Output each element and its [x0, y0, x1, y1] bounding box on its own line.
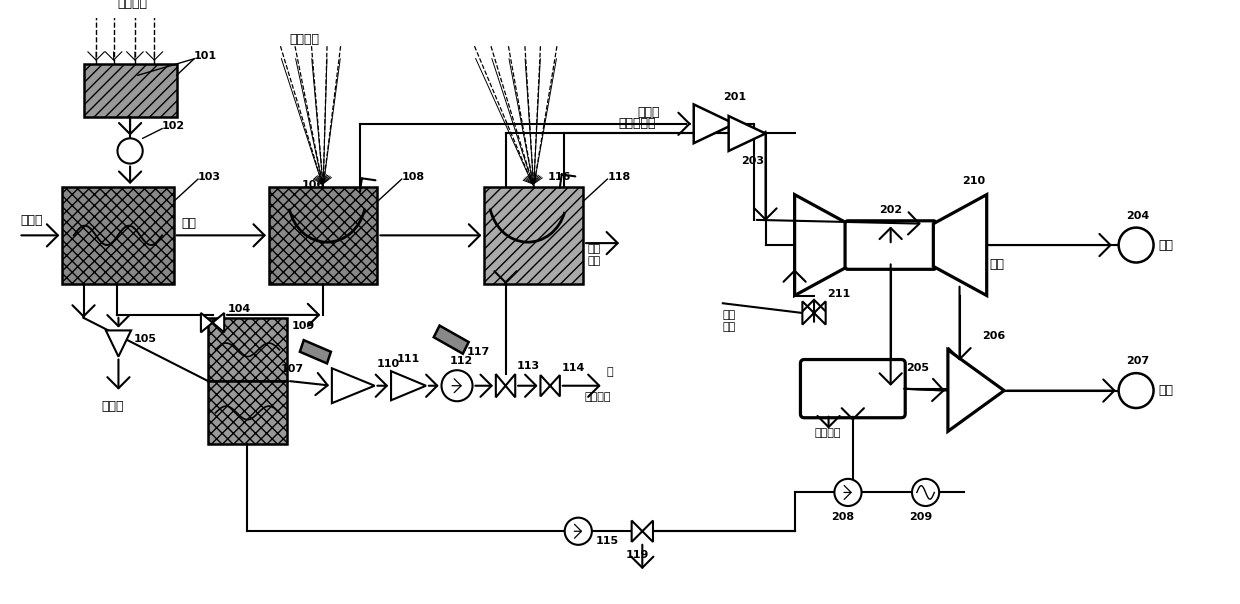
- Polygon shape: [631, 521, 653, 542]
- Polygon shape: [300, 340, 331, 364]
- Text: 111: 111: [397, 353, 420, 364]
- Bar: [62, 187, 174, 284]
- Text: 211: 211: [827, 289, 851, 298]
- Polygon shape: [802, 301, 826, 324]
- Text: 105: 105: [134, 334, 157, 344]
- Text: 201: 201: [723, 92, 746, 101]
- Bar: [208, 381, 288, 444]
- Text: 206: 206: [982, 331, 1006, 341]
- Text: 109: 109: [293, 321, 315, 330]
- Text: 210: 210: [962, 176, 986, 186]
- Text: 116: 116: [547, 172, 570, 182]
- Polygon shape: [541, 375, 559, 396]
- Polygon shape: [332, 368, 374, 403]
- Text: 104: 104: [228, 304, 252, 314]
- Polygon shape: [729, 116, 765, 151]
- Text: 207: 207: [1126, 356, 1149, 367]
- Bar: [208, 318, 288, 381]
- Text: 204: 204: [1126, 211, 1149, 221]
- Bar: [484, 187, 583, 284]
- Text: 热解气管道: 热解气管道: [618, 117, 656, 130]
- Text: 电能: 电能: [1158, 384, 1173, 397]
- Polygon shape: [496, 374, 516, 397]
- Polygon shape: [434, 326, 469, 354]
- Text: 103: 103: [198, 172, 221, 182]
- Polygon shape: [795, 194, 848, 295]
- Text: 烟气: 烟气: [990, 258, 1004, 271]
- Circle shape: [1118, 373, 1153, 408]
- Bar: [84, 63, 176, 117]
- Polygon shape: [391, 371, 427, 400]
- Text: 112: 112: [449, 356, 472, 367]
- Text: 电能: 电能: [1158, 239, 1173, 251]
- Circle shape: [835, 479, 862, 506]
- Text: 205: 205: [906, 363, 929, 373]
- Bar: [269, 187, 377, 284]
- Text: 110: 110: [377, 359, 399, 370]
- Text: 119: 119: [626, 550, 650, 561]
- Circle shape: [118, 138, 143, 164]
- Text: 117: 117: [466, 347, 490, 357]
- Polygon shape: [947, 350, 1004, 431]
- Circle shape: [911, 479, 939, 506]
- Text: 107: 107: [280, 364, 304, 374]
- Text: 202: 202: [879, 205, 903, 215]
- Text: 半焦: 半焦: [181, 217, 196, 230]
- Text: 203: 203: [742, 156, 764, 165]
- Circle shape: [441, 370, 472, 401]
- Text: 113: 113: [517, 361, 541, 371]
- Text: 208: 208: [832, 512, 854, 522]
- Text: 空气
管道: 空气 管道: [723, 310, 737, 332]
- Text: 合成气: 合成气: [637, 106, 660, 118]
- FancyBboxPatch shape: [846, 221, 936, 269]
- Text: 101: 101: [195, 51, 217, 61]
- Text: 102: 102: [162, 121, 185, 130]
- Circle shape: [564, 518, 591, 545]
- Text: 108: 108: [402, 172, 425, 182]
- Polygon shape: [201, 313, 224, 332]
- Text: 排灰
管道: 排灰 管道: [588, 244, 601, 266]
- Text: 排烟管道: 排烟管道: [813, 428, 841, 439]
- FancyBboxPatch shape: [801, 359, 905, 418]
- Text: 太阳光照: 太阳光照: [117, 0, 148, 10]
- Text: 115: 115: [595, 536, 619, 546]
- Polygon shape: [105, 330, 131, 356]
- Circle shape: [1118, 228, 1153, 263]
- Polygon shape: [934, 194, 987, 295]
- Text: 水蒸气: 水蒸气: [100, 400, 124, 413]
- Polygon shape: [693, 104, 734, 143]
- Text: 209: 209: [909, 512, 932, 522]
- Text: 106: 106: [301, 180, 325, 190]
- Text: 114: 114: [562, 363, 585, 373]
- Text: 原褐煤: 原褐煤: [21, 214, 43, 227]
- Text: 太阳光照: 太阳光照: [290, 33, 320, 46]
- Text: 水: 水: [606, 367, 613, 377]
- Text: 118: 118: [608, 172, 631, 182]
- Text: 焦油管道: 焦油管道: [584, 393, 610, 402]
